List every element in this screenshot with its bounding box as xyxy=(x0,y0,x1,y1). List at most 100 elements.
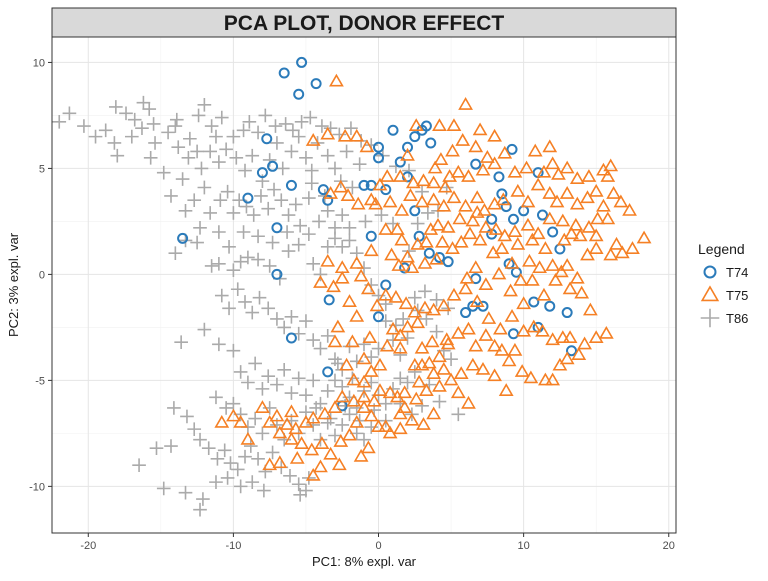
point-t75 xyxy=(469,205,485,218)
point-t86 xyxy=(241,250,255,265)
point-t86 xyxy=(204,259,219,273)
point-t75 xyxy=(426,175,442,189)
point-t75 xyxy=(389,389,405,403)
point-t86 xyxy=(168,119,183,133)
point-t75 xyxy=(356,389,372,403)
point-t75 xyxy=(433,152,449,165)
point-t75 xyxy=(403,188,418,201)
point-t86 xyxy=(88,129,103,144)
point-t86 xyxy=(374,208,389,222)
point-t86 xyxy=(110,148,125,163)
point-t75 xyxy=(535,323,550,337)
point-t86 xyxy=(331,356,345,371)
point-t86 xyxy=(335,240,350,254)
point-t86 xyxy=(226,343,241,358)
point-t75 xyxy=(349,256,365,269)
point-t75 xyxy=(372,383,388,396)
point-t86 xyxy=(415,399,429,413)
point-t74 xyxy=(261,133,273,145)
point-t75 xyxy=(398,296,414,310)
point-t75 xyxy=(272,455,288,469)
point-t75 xyxy=(516,323,532,337)
point-t75 xyxy=(389,222,405,235)
point-t86 xyxy=(226,206,241,220)
point-t75 xyxy=(475,162,491,176)
point-t86 xyxy=(357,337,371,352)
point-t75 xyxy=(397,400,413,413)
point-t75 xyxy=(439,332,455,346)
point-t75 xyxy=(333,179,349,193)
point-t75 xyxy=(397,385,413,399)
point-t75 xyxy=(636,230,652,244)
point-t75 xyxy=(553,264,569,278)
point-t86 xyxy=(378,396,393,411)
point-t86 xyxy=(277,320,292,335)
point-t75 xyxy=(487,128,502,142)
point-t74 xyxy=(387,124,399,136)
point-t74 xyxy=(267,160,279,172)
point-t86 xyxy=(304,176,319,191)
point-t74 xyxy=(561,307,573,319)
point-t86 xyxy=(212,225,226,239)
point-t86 xyxy=(142,102,157,116)
point-t75 xyxy=(571,347,587,360)
point-t75 xyxy=(530,177,546,191)
point-t75 xyxy=(494,342,510,356)
point-t75 xyxy=(233,414,249,428)
point-t86 xyxy=(419,312,434,326)
point-t86 xyxy=(261,301,276,316)
point-t75 xyxy=(262,414,278,428)
point-t75 xyxy=(487,368,502,382)
point-t75 xyxy=(542,211,558,225)
point-t74 xyxy=(322,366,334,378)
y-axis-title: PC2: 3% expl. var xyxy=(6,232,21,337)
point-t75 xyxy=(569,171,585,185)
point-t75 xyxy=(378,287,394,301)
point-t86 xyxy=(242,114,257,129)
point-t75 xyxy=(545,156,561,170)
point-t75 xyxy=(369,298,385,312)
plot-border xyxy=(51,36,677,534)
point-t75 xyxy=(581,169,597,182)
point-t86 xyxy=(109,100,123,114)
point-t75 xyxy=(313,275,328,288)
point-t75 xyxy=(353,268,369,282)
point-t74 xyxy=(394,156,406,168)
point-t75 xyxy=(472,122,488,136)
point-t75 xyxy=(410,315,426,329)
point-t86 xyxy=(223,456,238,470)
point-t75 xyxy=(458,281,473,295)
point-t86 xyxy=(229,151,244,165)
point-t75 xyxy=(378,222,394,235)
point-t86 xyxy=(303,110,318,125)
point-t75 xyxy=(327,334,343,348)
point-t74 xyxy=(442,256,454,268)
point-t75 xyxy=(432,349,447,363)
point-t74 xyxy=(423,247,435,259)
point-t75 xyxy=(356,374,372,388)
point-t75 xyxy=(478,277,494,291)
point-t75 xyxy=(545,372,561,386)
y-tick-label: 5 xyxy=(39,163,45,175)
y-tick-label: -5 xyxy=(35,375,45,387)
point-t75 xyxy=(542,139,558,153)
point-t86 xyxy=(315,119,329,133)
point-t86 xyxy=(164,189,178,203)
point-t86 xyxy=(238,295,252,309)
point-t86 xyxy=(309,401,323,415)
point-t86 xyxy=(193,502,207,517)
point-t75 xyxy=(548,272,563,286)
point-t86 xyxy=(251,252,265,267)
point-t74 xyxy=(496,188,508,200)
point-t86 xyxy=(212,337,226,352)
point-t86 xyxy=(245,475,260,489)
point-t86 xyxy=(299,151,313,165)
point-t86 xyxy=(262,153,277,167)
y-axis: -10 -5 0 5 10 xyxy=(29,57,52,493)
point-t75 xyxy=(562,281,578,295)
point-t75 xyxy=(407,304,423,318)
point-t75 xyxy=(520,194,536,208)
point-t75 xyxy=(417,256,433,269)
point-t86 xyxy=(220,184,235,199)
point-t86 xyxy=(251,229,265,244)
